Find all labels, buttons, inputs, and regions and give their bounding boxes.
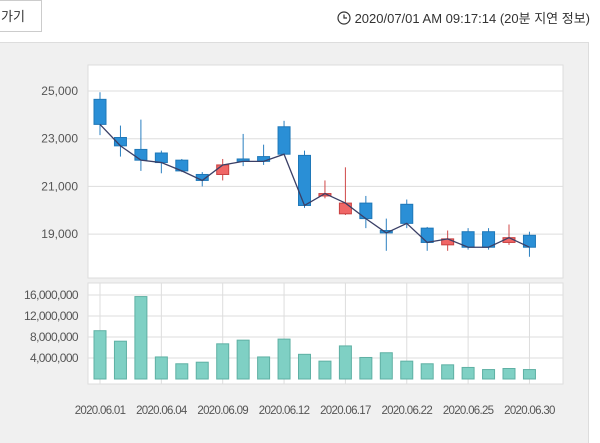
- volume-bar: [400, 360, 414, 380]
- candle-down: [359, 202, 373, 220]
- volume-bar: [318, 360, 332, 380]
- volume-bar: [441, 364, 455, 380]
- x-tick-label: 2020.06.17: [320, 405, 371, 417]
- candle-down: [134, 148, 148, 161]
- volume-bar: [236, 339, 250, 380]
- volume-bar: [420, 363, 434, 380]
- x-tick-label: 2020.06.04: [136, 405, 188, 417]
- close-price-line: [99, 123, 530, 248]
- x-tick-label: 2020.06.01: [75, 405, 126, 417]
- volume-bar: [216, 343, 230, 380]
- candle-down: [257, 156, 271, 162]
- volume-bar: [482, 369, 496, 380]
- x-tick-label: 2020.06.30: [504, 405, 555, 417]
- volume-bar: [298, 353, 311, 380]
- x-tick-label: 2020.06.12: [259, 405, 310, 417]
- x-tick-label: 2020.06.09: [197, 405, 248, 417]
- price-tick-label: 19,000: [41, 227, 78, 241]
- back-button[interactable]: 가기: [0, 0, 42, 32]
- volume-bar: [338, 345, 352, 380]
- volume-bar: [257, 356, 271, 380]
- candle-down: [420, 227, 434, 243]
- volume-bar: [359, 356, 373, 380]
- clock-icon: [336, 10, 351, 25]
- candle-down: [154, 152, 168, 164]
- volume-bar: [175, 363, 189, 380]
- volume-bar: [522, 369, 536, 380]
- price-tick-label: 25,000: [41, 84, 78, 98]
- candle-down: [298, 154, 311, 206]
- candle-down: [400, 203, 414, 224]
- volume-bar: [502, 368, 516, 380]
- volume-bar: [277, 338, 291, 380]
- timestamp: 2020/07/01 AM 09:17:14 (20분 지연 정보): [336, 8, 590, 27]
- timestamp-text: 2020/07/01 AM 09:17:14 (20분 지연 정보): [354, 11, 590, 26]
- candle-down: [93, 98, 107, 125]
- x-tick-label: 2020.06.22: [381, 405, 432, 417]
- volume-tick-label: 12,000,000: [24, 309, 79, 323]
- volume-tick-label: 4,000,000: [30, 351, 79, 365]
- x-tick-label: 2020.06.25: [443, 405, 494, 417]
- candle-up: [216, 164, 230, 175]
- volume-bar: [379, 352, 393, 380]
- volume-bar: [154, 356, 168, 380]
- candle-up: [338, 202, 352, 215]
- price-tick-label: 23,000: [41, 132, 78, 146]
- volume-bar: [195, 361, 209, 380]
- volume-bar: [134, 296, 148, 380]
- volume-tick-label: 8,000,000: [30, 330, 79, 344]
- volume-bar: [93, 330, 107, 380]
- volume-bar: [461, 366, 475, 380]
- volume-bar: [113, 340, 127, 380]
- candle-down: [277, 126, 291, 155]
- volume-tick-label: 16,000,000: [24, 288, 79, 302]
- price-tick-label: 21,000: [41, 179, 78, 193]
